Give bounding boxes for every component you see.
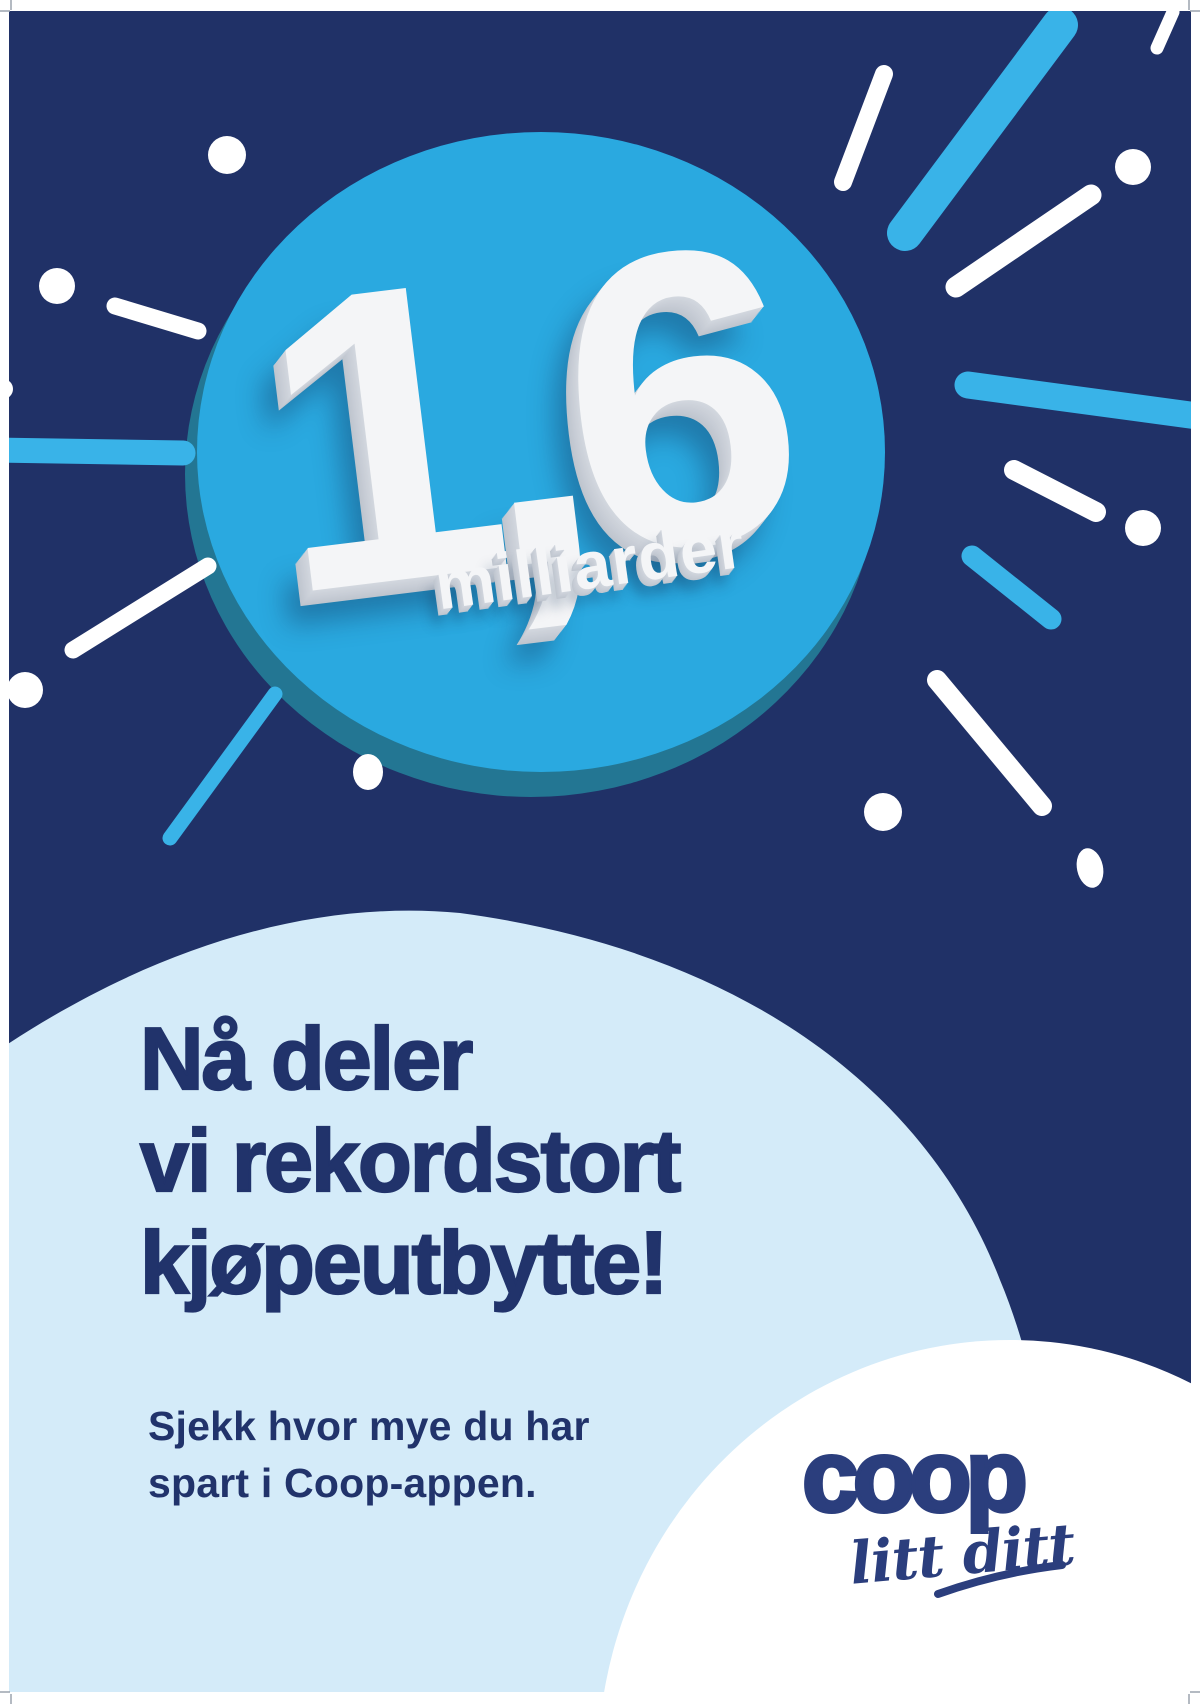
confetti-dot xyxy=(9,381,13,397)
confetti-streak xyxy=(9,437,196,466)
confetti-dot xyxy=(353,754,383,790)
body-copy: Sjekk hvor mye du har spart i Coop-appen… xyxy=(148,1398,590,1512)
confetti-streak xyxy=(954,371,1191,429)
confetti-dots-layer xyxy=(9,136,1161,888)
confetti-dot xyxy=(1115,149,1151,185)
confetti-streak xyxy=(945,184,1102,298)
confetti-streak xyxy=(927,670,1052,816)
coop-logo: coop xyxy=(800,1419,1030,1533)
headline-line-3: kjøpeutbytte! xyxy=(139,1212,670,1313)
confetti-streak xyxy=(106,297,207,340)
confetti-white-layer xyxy=(64,11,1180,816)
confetti-dot xyxy=(1125,510,1161,546)
bubble xyxy=(197,132,885,772)
tagline-underline xyxy=(934,1561,1066,1598)
confetti-streak xyxy=(961,545,1062,630)
confetti-dot xyxy=(1076,848,1104,888)
confetti-streak xyxy=(1004,460,1106,522)
confetti-dot xyxy=(208,136,246,174)
confetti-dot xyxy=(39,268,75,304)
confetti-streak xyxy=(834,65,893,191)
confetti-streak xyxy=(1150,11,1180,55)
headline-line-1: Nå deler xyxy=(139,1008,474,1109)
confetti-blue-layer xyxy=(9,11,1191,846)
confetti-streak xyxy=(887,11,1078,251)
white-logo-blob xyxy=(604,1340,1191,1692)
confetti-streak xyxy=(64,557,217,659)
body-copy-line-1: Sjekk hvor mye du har xyxy=(148,1403,590,1449)
confetti-streak xyxy=(162,686,283,846)
headline: Nå deler vi rekordstort kjøpeutbytte! xyxy=(139,1008,682,1314)
headline-line-2: vi rekordstort xyxy=(139,1110,682,1211)
body-copy-line-2: spart i Coop-appen. xyxy=(148,1460,537,1506)
confetti-dot xyxy=(9,672,43,708)
confetti-dot xyxy=(864,793,902,831)
